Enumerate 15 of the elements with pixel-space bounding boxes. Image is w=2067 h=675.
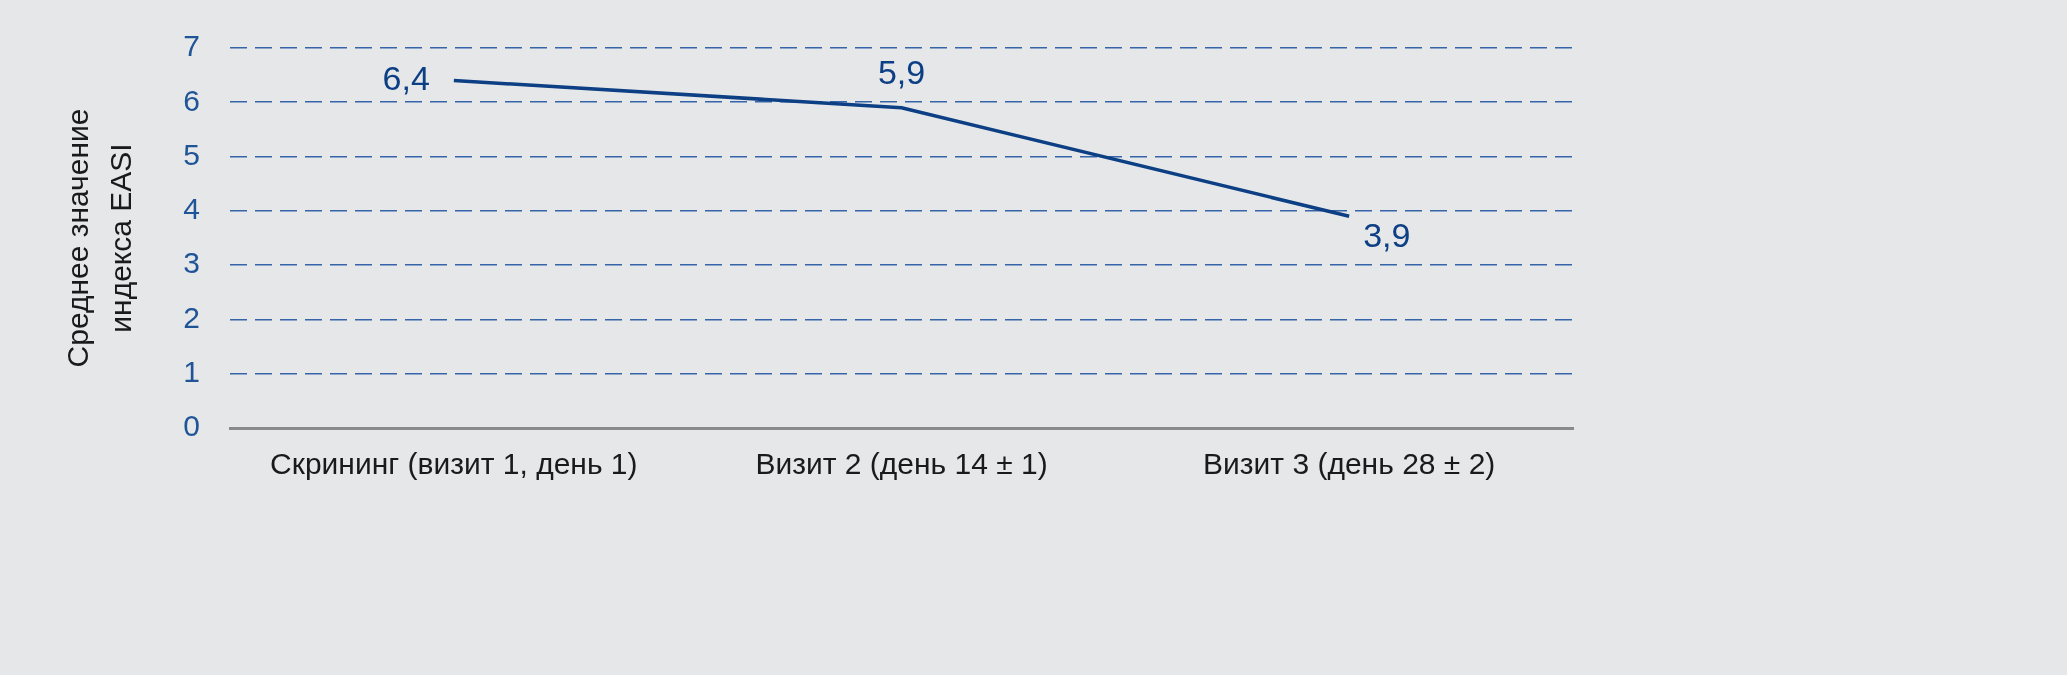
y-tick-label: 6: [183, 83, 200, 117]
y-tick-label: 5: [183, 137, 200, 171]
y-tick-label: 1: [183, 354, 200, 388]
x-tick-label: Визит 2 (день 14 ± 1): [755, 447, 1048, 481]
y-tick-label: 7: [183, 29, 200, 63]
x-tick-label: Визит 3 (день 28 ± 2): [1203, 447, 1496, 481]
y-tick-label: 2: [183, 300, 200, 334]
data-label: 5,9: [877, 53, 926, 92]
data-label: 3,9: [1363, 215, 1411, 254]
x-tick-label: Скрининг (визит 1, день 1): [270, 447, 638, 481]
data-label: 6,4: [382, 58, 430, 97]
y-tick-label: 4: [183, 192, 200, 226]
y-tick-label: 0: [183, 409, 200, 443]
y-tick-label: 3: [183, 246, 200, 280]
y-axis-title: Среднее значение индекса EASI: [60, 108, 137, 368]
